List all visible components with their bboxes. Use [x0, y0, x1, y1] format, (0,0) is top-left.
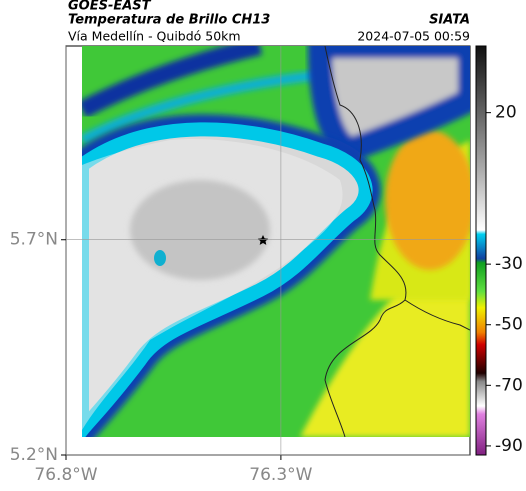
y-tick-label: 5.7°N — [10, 230, 58, 250]
imagery — [82, 46, 470, 437]
colorbar-tick-label: -90 — [495, 436, 523, 456]
colorbar-tick-label: -70 — [495, 375, 523, 395]
colorbar-tick-label: -30 — [495, 254, 523, 274]
subtitle: Vía Medellín - Quibdó 50km — [68, 29, 241, 44]
title: Temperatura de Brillo CH13 — [68, 13, 270, 28]
source: SIATA — [429, 13, 470, 28]
y-tick-label: 5.2°N — [10, 445, 58, 465]
satellite: GOES-EAST — [68, 0, 152, 14]
x-tick-label: 76.3°W — [249, 465, 312, 485]
x-tick-label: 76.8°W — [34, 465, 97, 485]
colorbar-tick-label: 20 — [495, 103, 517, 123]
colorbar — [475, 45, 487, 456]
colorbar-tick-label: -50 — [495, 315, 523, 335]
datetime: 2024-07-05 00:59 — [357, 29, 470, 44]
